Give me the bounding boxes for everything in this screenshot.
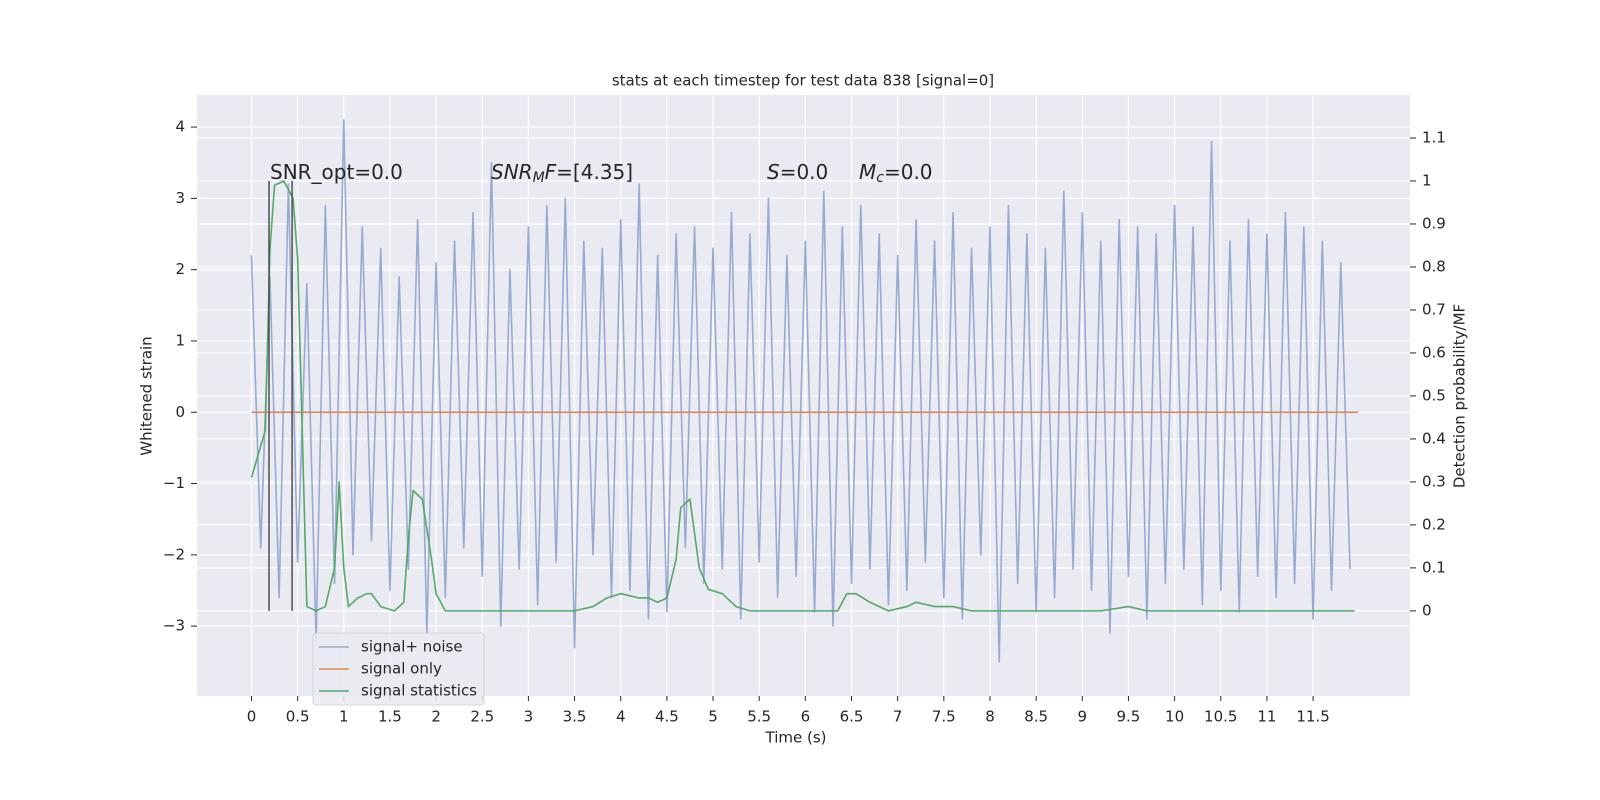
x-tick-label: 11: [1257, 708, 1276, 726]
x-tick-label: 4.5: [655, 708, 679, 726]
legend-box: [312, 632, 485, 706]
annotation-part: M: [859, 160, 876, 184]
annotation-part: S: [767, 160, 780, 184]
annotation-part: =0.0: [780, 160, 829, 184]
y-tick-label: −2: [163, 545, 185, 563]
y2-tick-label: 1.1: [1422, 128, 1446, 146]
x-tick-label: 0: [247, 708, 257, 726]
x-tick-label: 6.5: [840, 708, 864, 726]
y2-tick-label: 0.8: [1422, 257, 1446, 275]
y2-tick-label: 0.2: [1422, 515, 1446, 533]
y-tick-label: −3: [163, 617, 185, 635]
series-line: [250, 119, 1351, 663]
y2-tick-label: 1: [1422, 171, 1432, 189]
y2-tick-label: 0.5: [1422, 386, 1446, 404]
x-tick-label: 2: [431, 708, 441, 726]
annotation: S=0.0: [767, 160, 828, 184]
legend-label: signal only: [361, 660, 442, 678]
x-tick-label: 7: [893, 708, 903, 726]
x-tick-label: 3: [524, 708, 534, 726]
annotation-part: M: [533, 170, 545, 186]
x-tick-label: 5.5: [747, 708, 771, 726]
y2-tick-label: 0.3: [1422, 472, 1446, 490]
y-axis-label: Whitened strain: [138, 336, 156, 455]
legend-label: signal statistics: [361, 682, 477, 700]
annotation-part: c: [876, 170, 884, 186]
x-tick-label: 2.5: [470, 708, 494, 726]
annotation-part: =0.0: [884, 160, 933, 184]
y2-axis-label: Detection probability/MF: [1451, 304, 1469, 488]
y2-tick-label: 0.1: [1422, 558, 1446, 576]
x-tick-label: 8: [985, 708, 995, 726]
y-tick-label: 0: [175, 403, 185, 421]
x-tick-label: 4: [616, 708, 626, 726]
x-tick-label: 6: [801, 708, 811, 726]
y2-tick-label: 0.7: [1422, 300, 1446, 318]
x-tick-label: 7.5: [932, 708, 956, 726]
y-tick-label: −1: [163, 474, 185, 492]
y2-tick-label: 0: [1422, 601, 1432, 619]
y2-tick-label: 0.6: [1422, 343, 1446, 361]
annotation-part: =[4.35]: [556, 160, 633, 184]
x-tick-label: 9.5: [1117, 708, 1141, 726]
annotation: SNRMF=[4.35]: [491, 160, 633, 187]
x-tick-label: 8.5: [1024, 708, 1048, 726]
series-line: [250, 180, 1355, 612]
annotation: SNR_opt=0.0: [270, 160, 403, 184]
x-tick-label: 10.5: [1204, 708, 1237, 726]
annotation-part: F: [545, 160, 557, 184]
x-tick-label: 11.5: [1296, 708, 1329, 726]
x-tick-label: 0.5: [286, 708, 310, 726]
legend: signal+ noise signal only signal statistic…: [312, 632, 485, 706]
annotation-part: SNR: [491, 160, 533, 184]
x-tick-label: 1.5: [378, 708, 402, 726]
y-tick-label: 3: [175, 189, 185, 207]
y-tick-label: 4: [175, 118, 185, 136]
x-tick-label: 9: [1078, 708, 1088, 726]
chart-title: stats at each timestep for test data 838…: [612, 72, 994, 90]
y2-tick-label: 0.4: [1422, 429, 1446, 447]
x-tick-label: 1: [339, 708, 349, 726]
x-tick-label: 5: [708, 708, 718, 726]
annotation: Mc=0.0: [859, 160, 933, 187]
legend-label: signal+ noise: [361, 638, 463, 656]
annotation-part: SNR_opt=0.0: [270, 160, 403, 184]
y-tick-label: 2: [175, 260, 185, 278]
y-tick-label: 1: [175, 331, 185, 349]
x-tick-label: 3.5: [563, 708, 587, 726]
y2-tick-label: 0.9: [1422, 214, 1446, 232]
x-axis-label: Time (s): [765, 729, 827, 747]
x-tick-label: 10: [1165, 708, 1184, 726]
